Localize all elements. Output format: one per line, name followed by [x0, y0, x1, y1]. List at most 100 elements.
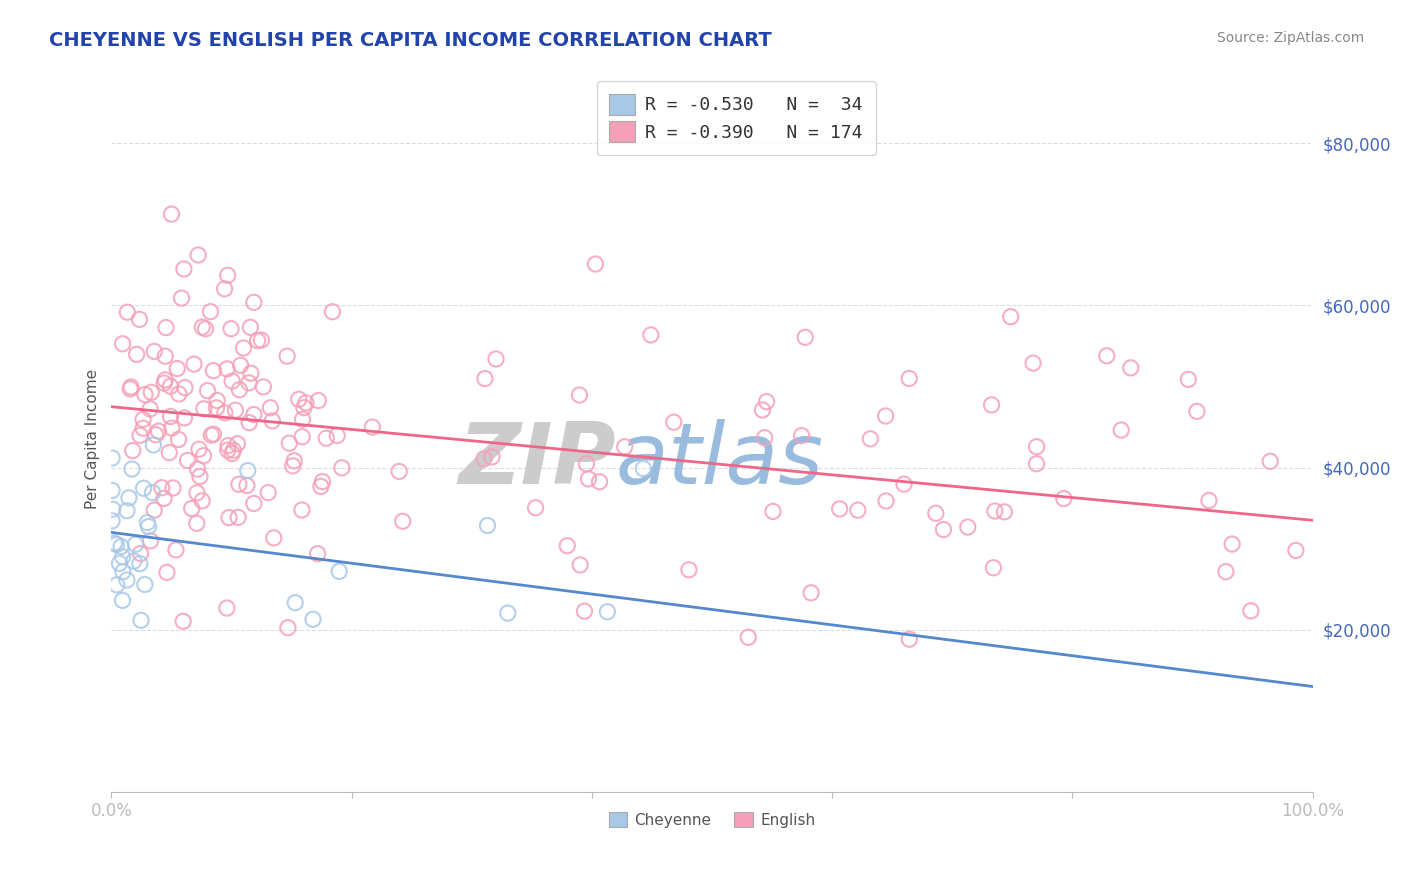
Point	[283, 454, 305, 468]
Point	[117, 305, 139, 319]
Point	[640, 328, 662, 343]
Point	[228, 383, 250, 397]
Point	[330, 460, 353, 475]
Point	[136, 516, 159, 530]
Point	[983, 560, 1005, 574]
Point	[143, 344, 166, 359]
Point	[128, 312, 150, 326]
Point	[138, 519, 160, 533]
Point	[1285, 543, 1308, 558]
Point	[1220, 537, 1243, 551]
Point	[188, 442, 211, 457]
Point	[194, 322, 217, 336]
Point	[1119, 360, 1142, 375]
Point	[326, 428, 349, 442]
Point	[243, 496, 266, 510]
Text: ZIP: ZIP	[458, 419, 616, 502]
Point	[214, 282, 236, 296]
Point	[224, 403, 246, 417]
Point	[568, 388, 591, 402]
Point	[101, 502, 124, 516]
Point	[328, 565, 350, 579]
Point	[898, 632, 921, 647]
Point	[496, 606, 519, 620]
Point	[215, 601, 238, 615]
Point	[111, 549, 134, 564]
Point	[284, 596, 307, 610]
Point	[105, 578, 128, 592]
Point	[121, 462, 143, 476]
Point	[132, 481, 155, 495]
Point	[259, 401, 281, 415]
Point	[252, 380, 274, 394]
Point	[153, 491, 176, 506]
Text: Source: ZipAtlas.com: Source: ZipAtlas.com	[1216, 31, 1364, 45]
Point	[155, 320, 177, 334]
Point	[1022, 356, 1045, 370]
Point	[956, 520, 979, 534]
Legend: Cheyenne, English: Cheyenne, English	[602, 805, 821, 834]
Point	[128, 557, 150, 571]
Text: CHEYENNE VS ENGLISH PER CAPITA INCOME CORRELATION CHART: CHEYENNE VS ENGLISH PER CAPITA INCOME CO…	[49, 31, 772, 50]
Point	[596, 605, 619, 619]
Point	[790, 428, 813, 442]
Point	[160, 421, 183, 435]
Point	[295, 396, 318, 410]
Point	[132, 421, 155, 435]
Point	[291, 430, 314, 444]
Point	[153, 349, 176, 363]
Point	[217, 439, 239, 453]
Point	[307, 547, 329, 561]
Point	[524, 500, 547, 515]
Point	[122, 554, 145, 568]
Point	[228, 477, 250, 491]
Point	[1240, 604, 1263, 618]
Point	[291, 412, 314, 426]
Point	[388, 465, 411, 479]
Point	[120, 380, 142, 394]
Point	[277, 621, 299, 635]
Point	[148, 424, 170, 438]
Point	[932, 523, 955, 537]
Point	[1025, 440, 1047, 454]
Point	[1185, 404, 1208, 418]
Point	[217, 443, 239, 458]
Point	[828, 501, 851, 516]
Point	[474, 371, 496, 385]
Point	[129, 547, 152, 561]
Point	[1258, 454, 1281, 468]
Point	[875, 409, 897, 423]
Point	[142, 438, 165, 452]
Point	[984, 504, 1007, 518]
Point	[633, 461, 655, 475]
Point	[180, 501, 202, 516]
Point	[108, 557, 131, 571]
Point	[124, 537, 146, 551]
Point	[143, 503, 166, 517]
Point	[321, 304, 343, 318]
Point	[111, 336, 134, 351]
Point	[315, 431, 337, 445]
Point	[1198, 493, 1220, 508]
Point	[302, 612, 325, 626]
Point	[153, 373, 176, 387]
Point	[166, 361, 188, 376]
Point	[134, 577, 156, 591]
Point	[191, 494, 214, 508]
Point	[132, 412, 155, 426]
Point	[472, 451, 495, 466]
Point	[226, 436, 249, 450]
Y-axis label: Per Capita Income: Per Capita Income	[86, 369, 100, 509]
Point	[262, 414, 284, 428]
Point	[172, 615, 194, 629]
Point	[485, 351, 508, 366]
Point	[150, 481, 173, 495]
Text: atlas: atlas	[616, 419, 824, 502]
Point	[153, 376, 176, 390]
Point	[250, 333, 273, 347]
Point	[221, 374, 243, 388]
Point	[585, 257, 607, 271]
Point	[481, 450, 503, 464]
Point	[186, 462, 208, 476]
Point	[219, 321, 242, 335]
